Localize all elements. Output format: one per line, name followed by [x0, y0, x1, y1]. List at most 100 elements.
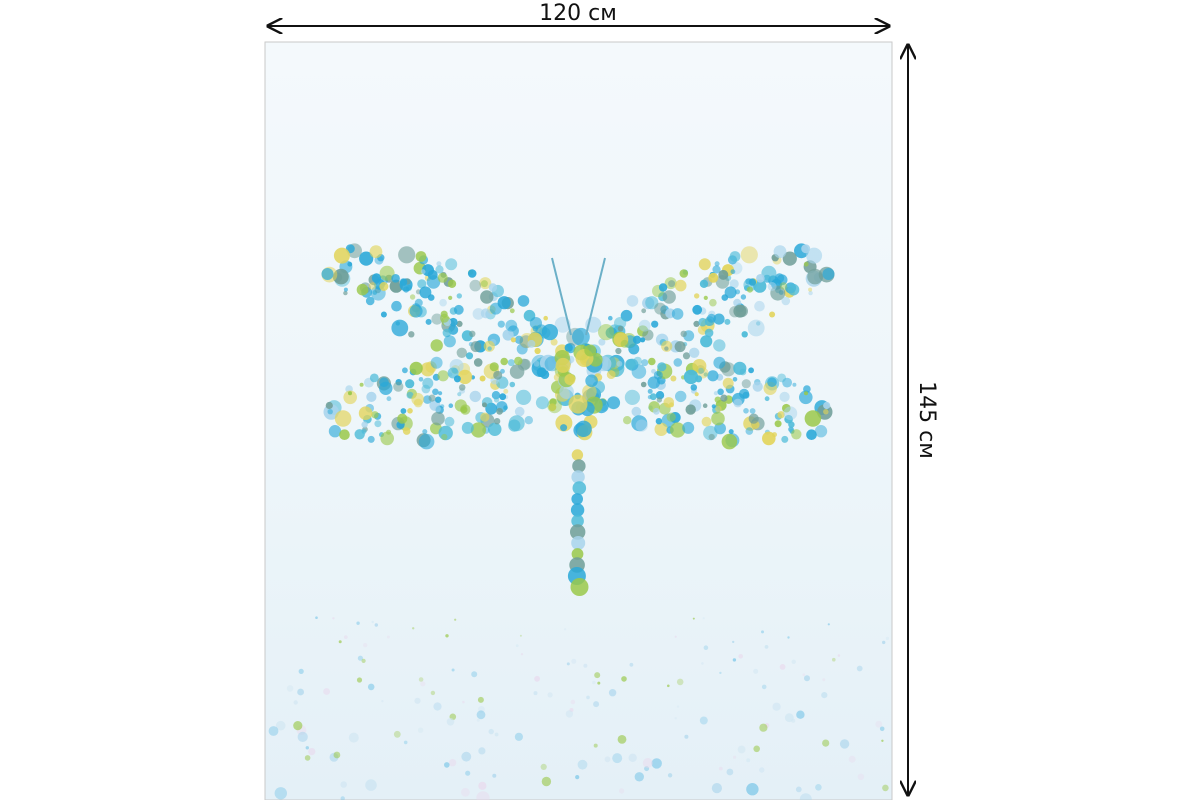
dot	[676, 705, 680, 708]
dot	[514, 335, 524, 344]
dot	[502, 329, 514, 341]
dot	[308, 748, 316, 756]
dot	[795, 786, 802, 793]
dot	[563, 628, 567, 631]
dot	[391, 274, 400, 283]
dot	[721, 433, 738, 450]
dot	[403, 286, 410, 293]
dot	[856, 665, 863, 672]
dot	[439, 298, 447, 307]
dot	[515, 644, 519, 648]
dot	[779, 664, 786, 670]
dot	[761, 630, 764, 634]
dot	[356, 621, 360, 625]
dot	[489, 302, 502, 315]
dot	[488, 283, 498, 292]
dot	[354, 429, 365, 440]
dot	[629, 662, 634, 667]
dot	[471, 671, 478, 678]
dot	[746, 758, 751, 763]
dot	[444, 762, 450, 768]
dot	[694, 392, 699, 397]
dot	[493, 397, 500, 403]
dot	[655, 391, 665, 400]
dot	[741, 379, 751, 389]
dot	[494, 732, 499, 737]
dot	[343, 390, 358, 405]
dot	[732, 640, 735, 644]
dot	[781, 435, 789, 443]
dot	[782, 377, 792, 388]
dot	[733, 304, 747, 318]
dot	[593, 743, 598, 748]
dot	[369, 373, 379, 383]
dot	[409, 361, 423, 375]
dot	[386, 396, 392, 402]
dot	[808, 287, 813, 292]
dot	[520, 358, 531, 370]
dot	[348, 391, 352, 396]
dot	[540, 370, 550, 379]
dot	[496, 376, 509, 389]
dot	[699, 716, 708, 725]
dot	[699, 279, 709, 288]
dot	[674, 341, 686, 353]
dot	[584, 344, 597, 357]
dot	[534, 347, 541, 355]
dot	[738, 654, 743, 659]
dot	[457, 392, 462, 397]
dot	[644, 766, 650, 772]
dot	[623, 416, 632, 425]
dot	[456, 293, 462, 299]
dot	[527, 339, 536, 348]
dot	[275, 720, 286, 731]
dot	[348, 732, 359, 743]
dot	[761, 265, 777, 281]
dot	[462, 700, 465, 704]
dot	[454, 618, 457, 621]
dot	[483, 340, 495, 352]
dot	[614, 317, 627, 330]
dot	[347, 261, 353, 267]
dot	[685, 404, 696, 415]
dot	[745, 427, 754, 435]
dot	[361, 658, 366, 664]
dot	[742, 391, 750, 399]
dot	[772, 702, 781, 711]
dot	[514, 356, 523, 366]
dot	[380, 311, 387, 318]
dot	[721, 294, 729, 301]
dot	[582, 384, 597, 400]
dot	[415, 251, 427, 262]
dot	[356, 677, 363, 683]
dot	[461, 751, 472, 762]
dot	[791, 429, 802, 440]
dot	[741, 331, 748, 338]
dot	[593, 701, 600, 708]
dot	[640, 381, 647, 388]
dot	[340, 781, 348, 788]
dot	[571, 536, 586, 550]
dot	[365, 779, 377, 791]
dot	[832, 657, 836, 662]
dot	[713, 339, 726, 352]
dot	[656, 397, 663, 403]
dot	[647, 376, 660, 389]
dot	[674, 279, 687, 292]
dot	[409, 304, 423, 318]
dot	[550, 338, 558, 346]
dot	[489, 362, 499, 372]
dot	[564, 343, 573, 352]
dot	[417, 279, 427, 289]
dot	[418, 677, 424, 682]
dot	[712, 265, 721, 274]
dot	[624, 389, 641, 405]
dot	[748, 413, 759, 424]
dot	[408, 331, 415, 338]
dot	[806, 247, 823, 264]
dot	[425, 318, 432, 325]
dot	[516, 389, 532, 405]
dot	[709, 298, 717, 307]
dot	[366, 391, 377, 402]
